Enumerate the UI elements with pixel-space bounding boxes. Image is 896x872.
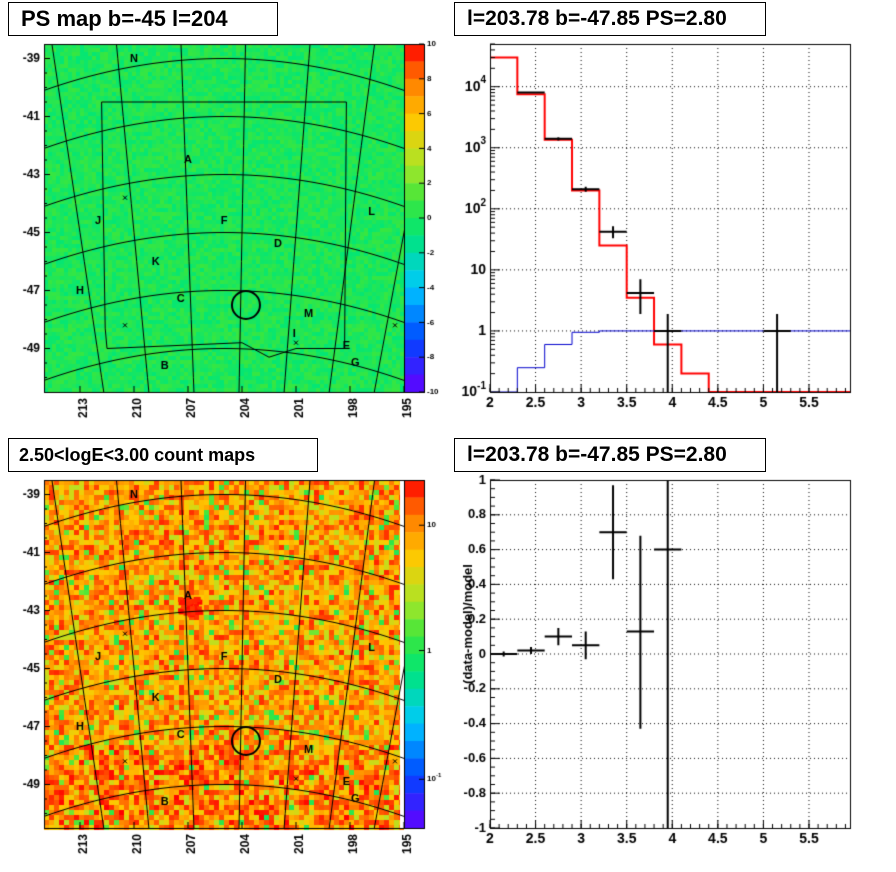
- spectrum-title: l=203.78 b=-47.85 PS=2.80: [454, 2, 766, 36]
- count-map-title: 2.50<logE<3.00 count maps: [8, 438, 318, 472]
- residual-title: l=203.78 b=-47.85 PS=2.80: [454, 438, 766, 472]
- ps-map-title: PS map b=-45 l=204: [8, 2, 278, 36]
